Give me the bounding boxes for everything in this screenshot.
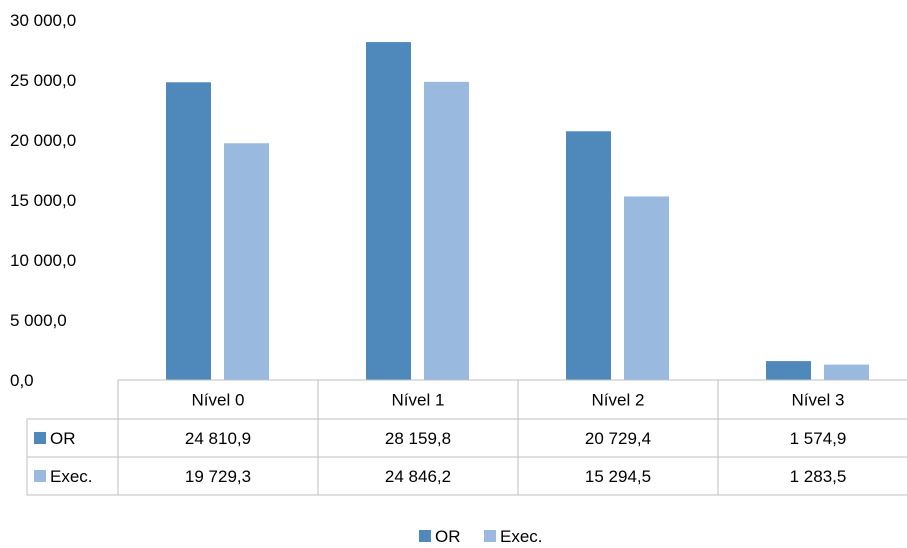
table-value: 19 729,3	[185, 467, 251, 486]
category-label: Nível 1	[392, 391, 445, 410]
bar-exec	[224, 143, 269, 380]
category-label: Nível 0	[192, 391, 245, 410]
table-value: 24 810,9	[185, 429, 251, 448]
category-label: Nível 3	[792, 391, 845, 410]
table-value: 1 283,5	[790, 467, 847, 486]
y-axis: 0,0 5 000,0 10 000,0 15 000,0 20 000,0 25 000…	[10, 11, 76, 390]
bar-or	[766, 361, 811, 380]
table-value: 15 294,5	[585, 467, 651, 486]
table-value: 20 729,4	[585, 429, 651, 448]
category-label: Nível 2	[592, 391, 645, 410]
y-tick-label: 5 000,0	[10, 311, 67, 330]
y-tick-label: 20 000,0	[10, 131, 76, 150]
bars	[166, 42, 869, 381]
y-tick-label: 15 000,0	[10, 191, 76, 210]
table-value: 1 574,9	[790, 429, 847, 448]
table-series-name: OR	[50, 429, 76, 448]
data-table: Nível 0 Nível 1 Nível 2 Nível 3 OR 24 810,9 28…	[26, 379, 907, 496]
bar-or	[166, 82, 211, 381]
bar-or	[566, 131, 611, 380]
bar-exec	[824, 364, 869, 380]
legend-swatch-exec	[484, 530, 496, 542]
legend-swatch-or	[419, 530, 431, 542]
legend-label: Exec.	[500, 527, 543, 546]
table-series-key-exec	[34, 470, 46, 482]
y-tick-label: 25 000,0	[10, 71, 76, 90]
legend: OR Exec.	[419, 527, 543, 546]
bar-exec	[624, 196, 669, 380]
y-tick-label: 0,0	[10, 371, 34, 390]
y-tick-label: 30 000,0	[10, 11, 76, 30]
table-series-name: Exec.	[50, 467, 93, 486]
legend-label: OR	[435, 527, 461, 546]
table-value: 24 846,2	[385, 467, 451, 486]
bar-or	[366, 42, 411, 381]
bar-exec	[424, 81, 469, 381]
y-tick-label: 10 000,0	[10, 251, 76, 270]
table-series-key-or	[34, 432, 46, 444]
table-value: 28 159,8	[385, 429, 451, 448]
